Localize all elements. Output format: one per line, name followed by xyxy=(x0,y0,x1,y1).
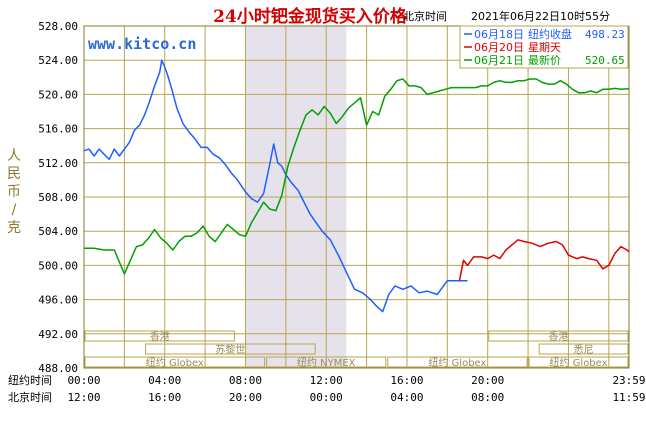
market-session-bar xyxy=(84,356,266,368)
chart-title: 24小时钯金现货买入价格 xyxy=(213,6,408,27)
market-session-bar xyxy=(387,356,528,368)
x-tick-label: 08:00 xyxy=(229,374,262,387)
legend-date: 06月20日 xyxy=(474,41,524,54)
series-line xyxy=(458,239,630,281)
x-tick-label: 00:00 xyxy=(67,374,100,387)
market-session-bar xyxy=(84,330,235,342)
market-session-label: 纽约 Globex xyxy=(549,356,607,369)
series-line xyxy=(83,59,468,313)
y-tick-labels: 528.00 524.00 520.00 516.00 512.00 508.00 504.… xyxy=(38,20,78,375)
plot-frame xyxy=(83,25,630,369)
y-axis-label-char: 人 xyxy=(7,148,21,164)
x-tick-label: 11:59 xyxy=(612,391,645,404)
market-session-label: 香港 xyxy=(548,331,568,343)
timestamp: 2021年06月22日10时55分 xyxy=(471,9,610,23)
y-tick-label: 516.00 xyxy=(38,123,78,136)
x-tick-label: 00:00 xyxy=(310,391,343,404)
market-session-label: 悉尼 xyxy=(574,344,594,356)
legend-date: 06月21日 xyxy=(474,54,524,67)
market-session-bar xyxy=(528,356,629,368)
timestamp-label: 北京时间 xyxy=(403,9,447,23)
x-tick-label: 16:00 xyxy=(148,391,181,404)
x-tick-label: 08:00 xyxy=(471,391,504,404)
gridlines xyxy=(83,25,629,369)
y-tick-label: 488.00 xyxy=(38,362,78,375)
y-tick-label: 492.00 xyxy=(38,328,78,341)
legend-desc: 最新价 xyxy=(528,53,561,67)
y-axis-label-char: / xyxy=(12,202,17,218)
x-tick-label: 04:00 xyxy=(148,374,181,387)
y-tick-label: 496.00 xyxy=(38,294,78,307)
market-session-label: 纽约 Globex xyxy=(146,356,204,369)
watermark: www.kitco.cn xyxy=(88,35,196,53)
x-axis-row-label: 纽约时间 xyxy=(8,373,52,387)
legend-value: 498.23 xyxy=(585,28,625,41)
y-tick-label: 528.00 xyxy=(38,20,78,33)
x-tick-label: 12:00 xyxy=(67,391,100,404)
x-tick-label: 12:00 xyxy=(310,374,343,387)
y-tick-label: 508.00 xyxy=(38,191,78,204)
series-lines xyxy=(83,59,630,313)
market-session-bar xyxy=(488,330,629,342)
market-session-label: 纽约 Globex xyxy=(428,356,486,369)
y-axis-label-char: 克 xyxy=(7,220,21,236)
x-axis-row-label: 北京时间 xyxy=(8,390,52,404)
x-tick-label: 16:00 xyxy=(390,374,423,387)
y-axis-label-char: 币 xyxy=(7,184,21,200)
market-session-bar xyxy=(145,343,316,355)
y-axis-label: 人民币 / 克 xyxy=(7,148,21,236)
y-tick-label: 524.00 xyxy=(38,54,78,67)
legend: 06月18日 纽约收盘 498.23 06月20日 星期天 06月21日 最新价 520.65 xyxy=(459,25,629,69)
legend-value: 520.65 xyxy=(585,54,625,67)
y-tick-label: 520.00 xyxy=(38,88,78,101)
legend-box xyxy=(459,25,629,69)
market-session-label: 苏黎世 xyxy=(215,343,245,356)
y-tick-label: 512.00 xyxy=(38,157,78,170)
legend-desc: 星期天 xyxy=(528,41,561,54)
x-tick-labels: 纽约时间 00:00 04:00 08:00 12:00 16:00 20:00 23:59 北… xyxy=(8,373,646,404)
market-session-label: 香港 xyxy=(150,331,170,343)
y-axis-label-char: 民 xyxy=(7,166,21,182)
x-tick-label: 23:59 xyxy=(612,374,645,387)
market-session-bar xyxy=(538,343,629,355)
y-tick-label: 500.00 xyxy=(38,259,78,272)
market-session-label: 纽约 NYMEX xyxy=(297,356,356,369)
series-line xyxy=(84,78,630,275)
x-tick-label: 20:00 xyxy=(471,374,504,387)
x-tick-label: 20:00 xyxy=(229,391,262,404)
legend-date: 06月18日 xyxy=(474,28,524,41)
market-session-bar xyxy=(266,356,387,368)
y-tick-label: 504.00 xyxy=(38,225,78,238)
legend-desc: 纽约收盘 xyxy=(528,27,572,41)
x-tick-label: 04:00 xyxy=(390,391,423,404)
